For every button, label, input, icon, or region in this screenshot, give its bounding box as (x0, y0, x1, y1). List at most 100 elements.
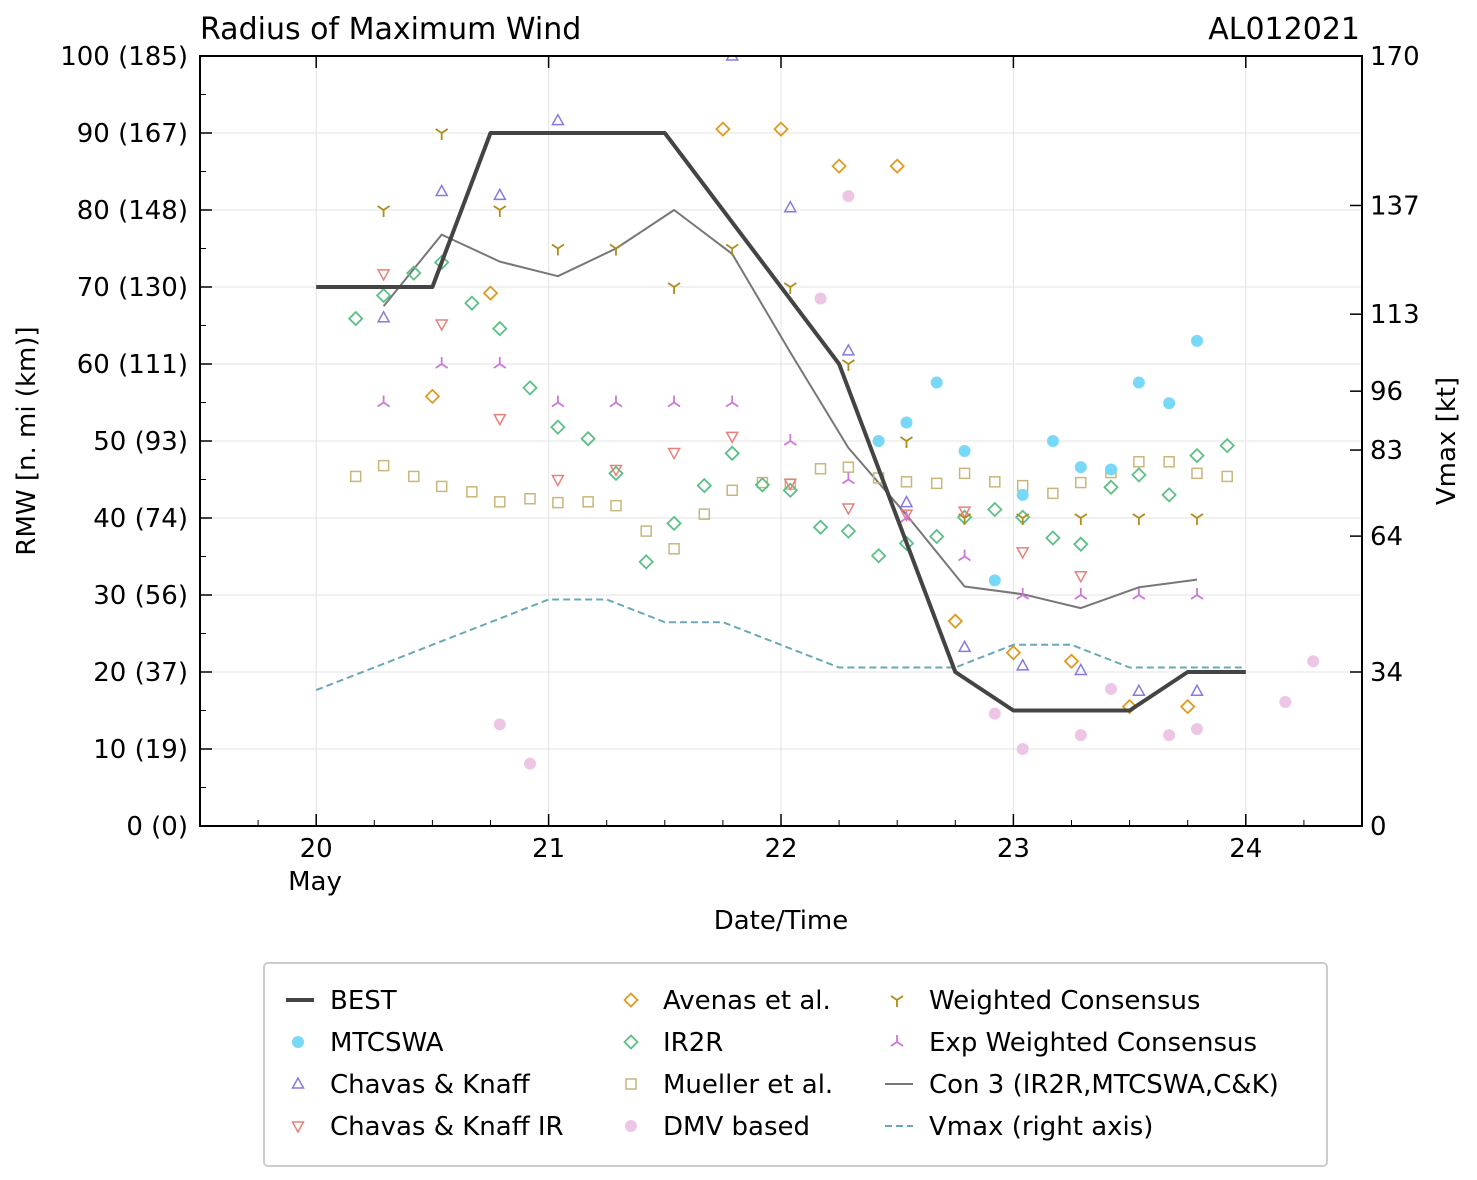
point-avenas (1005, 644, 1022, 661)
point-mueller (1163, 456, 1175, 468)
legend-label-best: BEST (330, 986, 397, 1016)
y-tick-label: 60 (111) (77, 350, 188, 380)
y-tick-label: 80 (148) (77, 196, 188, 226)
point-ck (783, 200, 798, 213)
point-ir2r (1045, 530, 1061, 546)
point-mtcswa (900, 416, 913, 429)
y-tick-label: 100 (185) (60, 42, 188, 72)
point-avenas (482, 285, 499, 301)
point-ckir (551, 474, 565, 488)
y-tick-label: 10 (19) (93, 735, 188, 765)
legend-label-wc: Weighted Consensus (929, 986, 1200, 1016)
series-line-best (316, 131, 1246, 713)
point-mtcswa (988, 574, 1001, 587)
legend-item-mtcswa: MTCSWA (292, 1028, 444, 1058)
y-axis-label: RMW [n. mi (km)] (12, 326, 42, 555)
legend-label-ir2r: IR2R (663, 1028, 723, 1058)
x-tick-label: 20 (300, 834, 333, 864)
point-ir2r (840, 523, 857, 539)
point-mueller (435, 480, 448, 493)
legend-swatch-ewc (890, 1035, 904, 1047)
point-ir2r (666, 515, 682, 532)
point-wc (1132, 513, 1146, 525)
x-month-label: May (288, 867, 342, 897)
point-ck (957, 639, 972, 653)
point-mtcswa (1074, 461, 1087, 474)
y-tick-label: 50 (93) (93, 427, 188, 457)
point-ir2r (696, 477, 713, 494)
point-wc (1074, 513, 1088, 525)
point-ck (493, 187, 507, 201)
point-wc (783, 282, 797, 294)
point-mueller (698, 508, 711, 520)
legend-item-ewc: Exp Weighted Consensus (890, 1028, 1257, 1058)
point-avenas (947, 613, 964, 629)
point-mueller (466, 486, 478, 498)
point-ckir (899, 509, 914, 522)
point-mtcswa (930, 376, 943, 389)
point-dmv (1279, 696, 1292, 709)
point-ewc (377, 395, 391, 408)
legend-item-ckir: Chavas & Knaff IR (291, 1112, 564, 1142)
legend-item-ir2r: IR2R (623, 1028, 723, 1058)
point-mtcswa (1190, 334, 1203, 347)
point-ewc (551, 395, 565, 408)
series-ck (376, 56, 1204, 696)
point-ckir (841, 503, 856, 516)
legend-label-con3: Con 3 (IR2R,MTCSWA,C&K) (929, 1070, 1279, 1100)
legend-label-mueller: Mueller et al. (663, 1070, 833, 1100)
legend-label-dmv: DMV based (663, 1112, 810, 1142)
point-dmv (524, 757, 537, 770)
point-ck (1132, 683, 1146, 696)
point-dmv (842, 190, 855, 203)
point-mueller (1075, 476, 1087, 489)
point-ir2r (870, 547, 887, 564)
point-ir2r (1131, 467, 1147, 483)
point-ir2r (1189, 447, 1205, 464)
point-ir2r (1219, 437, 1235, 454)
point-avenas (715, 121, 731, 137)
point-avenas (1179, 698, 1196, 715)
point-mueller (1133, 456, 1145, 468)
point-ir2r (492, 320, 508, 337)
point-ir2r (347, 310, 364, 327)
grid (200, 55, 1362, 827)
legend-swatch-avenas (623, 992, 639, 1008)
point-mueller (668, 543, 680, 555)
y-tick-label: 0 (0) (126, 812, 188, 842)
point-avenas (889, 158, 905, 174)
point-wc (493, 205, 507, 217)
y-tick-label: 30 (56) (93, 581, 188, 611)
series-line-con3 (382, 209, 1198, 610)
legend-label-mtcswa: MTCSWA (330, 1028, 444, 1058)
legend-swatch-ck (291, 1076, 305, 1089)
legend: BEST MTCSWA Chavas & Knaff Chavas & Knaff I… (263, 962, 1328, 1167)
point-ir2r (928, 528, 945, 545)
point-wc (1016, 513, 1030, 525)
legend-item-ck: Chavas & Knaff (291, 1070, 531, 1100)
point-mueller (989, 476, 1001, 488)
x-tick-label: 23 (997, 834, 1030, 864)
point-ir2r (724, 445, 740, 462)
point-dmv (1163, 729, 1176, 742)
legend-swatch-mueller (625, 1078, 637, 1090)
series-layer (315, 56, 1320, 770)
point-ckir (783, 478, 798, 491)
point-mtcswa (1016, 488, 1029, 501)
legend-item-con3: Con 3 (IR2R,MTCSWA,C&K) (885, 1070, 1279, 1100)
y-tick-label: 40 (74) (93, 504, 188, 534)
point-dmv (1307, 655, 1320, 668)
point-mtcswa (872, 435, 885, 447)
point-mtcswa (1163, 397, 1176, 410)
y2-axis-label: Vmax [kt] (1432, 377, 1462, 505)
point-wc (725, 243, 739, 256)
point-mueller (1191, 467, 1203, 480)
point-dmv (1016, 743, 1029, 755)
point-ewc (1190, 588, 1204, 600)
point-ckir (376, 269, 391, 282)
point-ckir (1074, 571, 1088, 584)
point-mueller (349, 470, 362, 483)
legend-item-best: BEST (286, 986, 397, 1016)
point-mueller (610, 499, 622, 512)
point-mueller (582, 496, 594, 508)
